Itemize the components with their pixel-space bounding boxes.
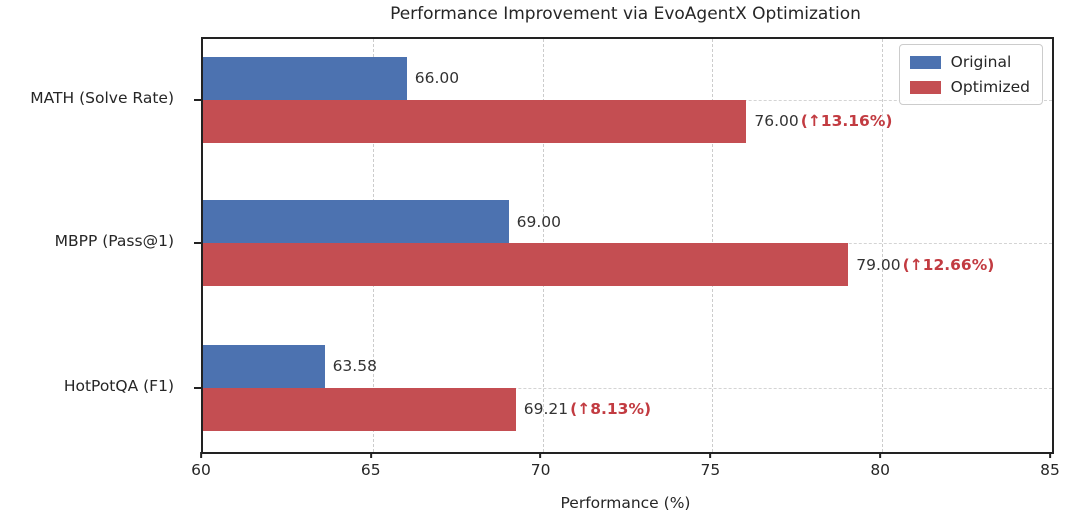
legend-swatch-original xyxy=(909,55,941,69)
x-tick-mark xyxy=(199,452,202,458)
bar-value-text: 69.00 xyxy=(516,212,561,231)
plot-area: Original Optimized 66.00 76.00 (↑13.16%) 69… xyxy=(194,37,1054,454)
bar-optimized xyxy=(203,243,849,287)
x-tick-mark xyxy=(539,452,542,458)
bar-annotation-label: (↑13.16%) xyxy=(800,112,893,130)
x-tick-label: 80 xyxy=(870,461,891,479)
x-tick: 70 xyxy=(530,452,551,479)
bar-value-label: 69.21 (↑8.13%) xyxy=(524,388,651,431)
bar-value-text: 69.21 xyxy=(523,400,569,419)
bar-value-text: 63.58 xyxy=(332,357,377,376)
bar-annotation-label: (↑8.13%) xyxy=(570,400,652,419)
legend-label-original: Original xyxy=(950,53,1012,71)
y-tick-mark xyxy=(194,386,201,389)
legend: Original Optimized xyxy=(898,44,1043,105)
legend-swatch-optimized xyxy=(909,80,941,94)
x-axis-label: Performance (%) xyxy=(560,494,691,512)
y-category-label: HotPotQA (F1) xyxy=(63,376,174,395)
y-category-label: MBPP (Pass@1) xyxy=(54,232,174,251)
y-tick-mark xyxy=(194,242,201,245)
bar-value-text: 66.00 xyxy=(414,69,460,87)
x-tick-mark xyxy=(879,452,882,458)
legend-item-original: Original xyxy=(909,53,1030,71)
bar-value-label: 63.58 xyxy=(333,345,377,388)
x-tick-mark xyxy=(709,452,712,458)
legend-item-optimized: Optimized xyxy=(909,78,1030,96)
x-tick-label: 75 xyxy=(700,461,721,479)
y-tick-mark xyxy=(194,98,201,101)
bar-value-label: 76.00 (↑13.16%) xyxy=(754,100,892,143)
bar-original xyxy=(203,200,509,244)
bar-value-label: 66.00 xyxy=(415,57,459,100)
gridline-vertical xyxy=(882,39,884,452)
x-tick-label: 85 xyxy=(1040,461,1060,479)
y-axis-labels: MATH (Solve Rate) MBPP (Pass@1) HotPotQA (… xyxy=(0,37,190,450)
bar-value-text: 79.00 xyxy=(856,255,901,274)
bar-value-text: 76.00 xyxy=(754,112,799,130)
x-tick-label: 60 xyxy=(191,461,211,479)
bar-optimized xyxy=(203,99,747,143)
x-tick: 65 xyxy=(361,452,381,479)
gridline-horizontal xyxy=(203,387,1052,389)
x-tick-label: 65 xyxy=(360,461,381,479)
bar-original xyxy=(203,344,325,388)
bar-optimized xyxy=(203,387,516,431)
x-axis-ticks: 60 65 70 75 80 85 xyxy=(191,452,1060,492)
x-tick: 85 xyxy=(1040,452,1060,479)
x-tick: 80 xyxy=(870,452,890,479)
x-tick: 60 xyxy=(191,452,211,479)
x-tick-mark xyxy=(1048,452,1051,458)
legend-label-optimized: Optimized xyxy=(950,78,1030,96)
x-tick-label: 70 xyxy=(530,461,551,479)
x-tick-mark xyxy=(369,452,372,458)
bar-value-label: 69.00 xyxy=(517,200,561,243)
chart-title: Performance Improvement via EvoAgentX Op… xyxy=(390,4,861,24)
y-category-label: MATH (Solve Rate) xyxy=(30,88,174,107)
x-tick: 75 xyxy=(700,452,721,479)
bar-value-label: 79.00 (↑12.66%) xyxy=(856,243,994,286)
bar-original xyxy=(203,56,407,100)
bar-annotation-label: (↑12.66%) xyxy=(902,255,995,274)
